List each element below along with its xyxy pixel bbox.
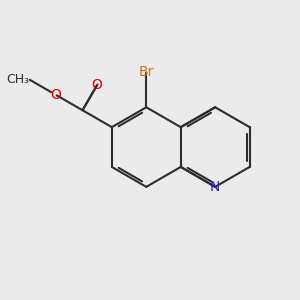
Text: N: N xyxy=(210,180,220,194)
Text: Br: Br xyxy=(139,65,154,79)
Text: O: O xyxy=(51,88,62,102)
Text: CH₃: CH₃ xyxy=(6,73,29,86)
Text: O: O xyxy=(91,78,102,92)
